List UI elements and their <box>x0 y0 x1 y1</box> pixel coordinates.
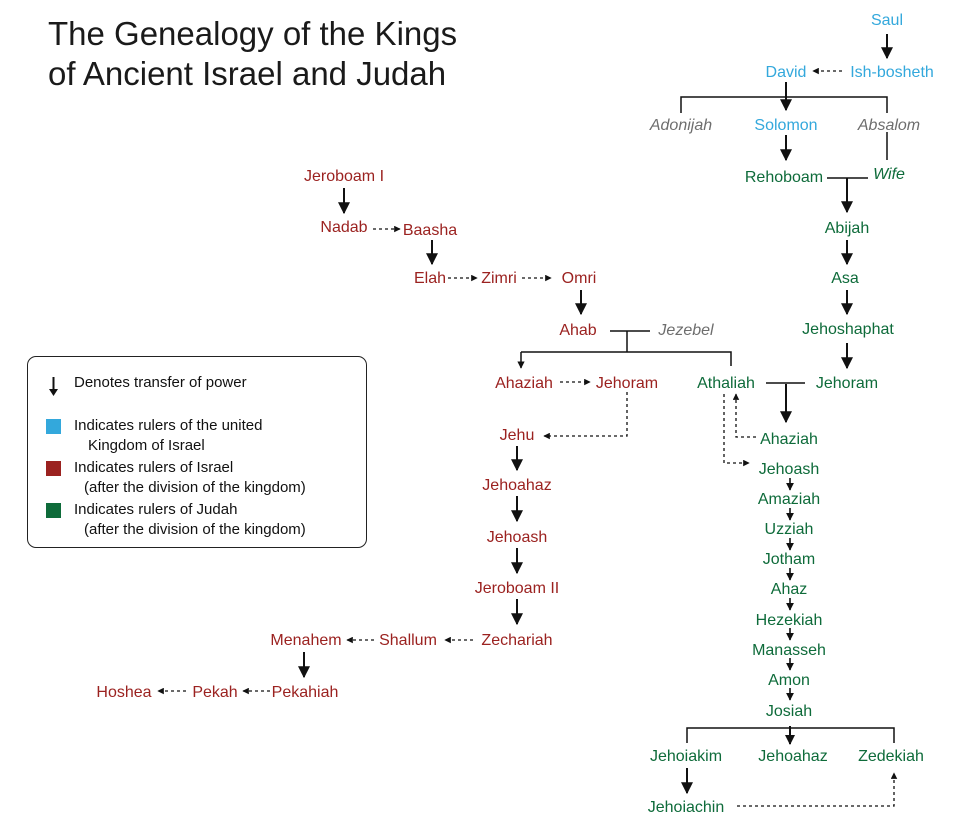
name-jehoram-i: Jehoram <box>596 375 658 392</box>
legend-judah-line2: (after the division of the kingdom) <box>84 521 306 538</box>
legend-row-united: Indicates rulers of the united Kingdom o… <box>28 414 368 458</box>
name-elah: Elah <box>414 270 446 287</box>
legend-united-line2: Kingdom of Israel <box>88 437 205 454</box>
name-jeroboam2: Jeroboam II <box>475 580 559 597</box>
name-hezekiah: Hezekiah <box>756 612 823 629</box>
name-abijah: Abijah <box>825 220 869 237</box>
legend-power-text: Denotes transfer of power <box>74 374 247 391</box>
name-manasseh: Manasseh <box>752 642 826 659</box>
legend-box: Denotes transfer of power Indicates rule… <box>27 356 367 548</box>
connector-lines <box>157 34 898 807</box>
name-jehoiachin: Jehoiachin <box>648 799 725 816</box>
name-zedekiah: Zedekiah <box>858 748 924 765</box>
name-jehoahaz-j: Jehoahaz <box>758 748 827 765</box>
name-adonijah: Adonijah <box>649 117 712 134</box>
name-shallum: Shallum <box>379 632 437 649</box>
name-jotham: Jotham <box>763 551 815 568</box>
line-josiah-sons <box>686 727 895 743</box>
name-nadab: Nadab <box>320 219 367 236</box>
name-hoshea: Hoshea <box>96 684 151 701</box>
name-ahab: Ahab <box>559 322 596 339</box>
name-david: David <box>766 64 807 81</box>
title-line-2: of Ancient Israel and Judah <box>48 55 447 92</box>
name-zimri: Zimri <box>481 270 517 287</box>
name-ahaziah-i: Ahaziah <box>495 375 553 392</box>
name-zechariah: Zechariah <box>481 632 552 649</box>
legend-judah-line1: Indicates rulers of Judah <box>74 501 238 518</box>
legend-israel-line2: (after the division of the kingdom) <box>84 479 306 496</box>
legend-israel-line1: Indicates rulers of Israel <box>74 459 234 476</box>
united-swatch <box>46 419 61 434</box>
name-amaziah: Amaziah <box>758 491 820 508</box>
name-uzziah: Uzziah <box>765 521 814 538</box>
name-jeroboam1: Jeroboam I <box>304 168 384 185</box>
name-labels: Saul David Ish-bosheth Adonijah Solomon Absal… <box>96 12 933 816</box>
name-jehoash-j: Jehoash <box>759 461 820 478</box>
legend-row-power: Denotes transfer of power <box>28 371 368 401</box>
name-jezebel: Jezebel <box>657 322 714 339</box>
name-ahaz: Ahaz <box>771 581 807 598</box>
legend-row-judah: Indicates rulers of Judah (after the div… <box>28 498 368 542</box>
name-amon: Amon <box>768 672 810 689</box>
name-jehoram-j: Jehoram <box>816 375 878 392</box>
line-ahab-children <box>521 331 732 366</box>
line-david-sons <box>680 96 888 113</box>
israel-swatch <box>46 461 61 476</box>
judah-swatch <box>46 503 61 518</box>
name-athaliah: Athaliah <box>697 375 755 392</box>
title-line-1: The Genealogy of the Kings <box>48 15 458 52</box>
name-jehu: Jehu <box>500 427 535 444</box>
name-ahaziah-j: Ahaziah <box>760 431 818 448</box>
down-arrow-icon <box>49 377 58 396</box>
name-baasha: Baasha <box>403 222 457 239</box>
dashed-jehoiachin-zedekiah <box>737 772 898 807</box>
name-menahem: Menahem <box>270 632 341 649</box>
name-pekahiah: Pekahiah <box>272 684 339 701</box>
dashed-athaliah-jehoash <box>723 394 750 467</box>
name-jehoiakim: Jehoiakim <box>650 748 722 765</box>
name-absalom: Absalom <box>857 117 920 134</box>
dashed-jehoram-jehu <box>543 392 628 440</box>
diagram-title: The Genealogy of the Kings of Ancient Is… <box>48 14 528 94</box>
dashed-ahaziah-athaliah <box>732 393 756 438</box>
name-saul: Saul <box>871 12 903 29</box>
name-asa: Asa <box>831 270 859 287</box>
name-solomon: Solomon <box>754 117 817 134</box>
legend-united-line1: Indicates rulers of the united <box>74 417 263 434</box>
name-jehoahaz-i: Jehoahaz <box>482 477 551 494</box>
name-josiah: Josiah <box>766 703 812 720</box>
name-rehoboam: Rehoboam <box>745 169 823 186</box>
name-wife: Wife <box>873 166 905 183</box>
name-pekah: Pekah <box>192 684 237 701</box>
name-omri: Omri <box>562 270 597 287</box>
name-jehoshaphat: Jehoshaphat <box>802 321 894 338</box>
name-jehoash-i: Jehoash <box>487 529 548 546</box>
legend-row-israel: Indicates rulers of Israel (after the di… <box>28 456 368 500</box>
name-ishbosheth: Ish-bosheth <box>850 64 934 81</box>
